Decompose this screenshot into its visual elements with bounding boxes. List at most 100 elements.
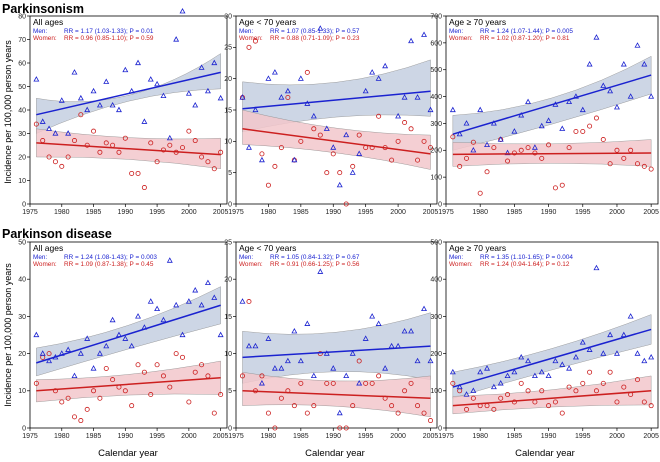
men-data-point (278, 365, 285, 371)
women-data-point (272, 425, 278, 431)
y-axis-label-bottom: Incidence per 100,000 person years (3, 263, 13, 407)
women-data-point (167, 384, 173, 390)
y-tick-label: 700 (430, 13, 442, 20)
women-data-point (199, 154, 205, 160)
women-data-point (205, 159, 211, 165)
men-data-point (449, 106, 456, 113)
women-data-point (337, 425, 343, 431)
men-data-point (477, 106, 484, 113)
men-data-point (109, 316, 116, 323)
x-tick-label: 1990 (541, 433, 557, 440)
men-data-point (463, 391, 470, 397)
legend-women-stats: RR = 0.96 (0.85-1.10); P = 0.59 (64, 35, 154, 42)
women-data-point (330, 380, 336, 386)
y-tick-label: 70 (18, 37, 26, 44)
women-data-point (148, 392, 154, 398)
legend-women-label: Women: (239, 35, 263, 42)
y-tick-label: 0 (228, 201, 232, 208)
women-data-point (52, 159, 58, 165)
x-tick-label: 1990 (325, 433, 341, 440)
x-tick-label: 1980 (261, 433, 277, 440)
women-data-point (192, 369, 198, 375)
men-data-point (343, 131, 350, 138)
women-data-point (154, 362, 160, 368)
women-data-point (265, 410, 271, 416)
y-tick-label: 0 (22, 201, 26, 208)
y-tick-label: 200 (430, 148, 442, 155)
women-data-point (141, 369, 147, 375)
x-axis-label-center: Calendar year (305, 448, 365, 459)
women-data-point (546, 142, 552, 148)
women-confidence-band (452, 375, 652, 415)
men-data-point (525, 98, 532, 105)
women-data-point (52, 388, 58, 394)
y-tick-label: 25 (224, 45, 232, 52)
women-data-point (477, 190, 483, 196)
women-data-point (470, 139, 476, 145)
x-tick-label: 1985 (507, 209, 523, 216)
men-data-point (414, 357, 421, 364)
y-tick-label: 500 (430, 67, 442, 74)
men-data-point (297, 357, 304, 364)
y-tick-label: 0 (438, 425, 442, 432)
men-data-point (356, 150, 363, 156)
x-tick-label: 1990 (118, 209, 134, 216)
men-data-point (192, 101, 199, 108)
men-data-point (204, 87, 211, 94)
women-data-point (505, 392, 511, 398)
men-data-point (504, 372, 511, 379)
men-data-point (310, 372, 317, 379)
women-data-point (621, 384, 627, 390)
men-data-point (648, 93, 655, 99)
men-data-point (463, 120, 470, 126)
x-tick-label: 1985 (86, 433, 102, 440)
men-data-point (122, 66, 129, 73)
men-data-point (239, 94, 246, 100)
men-data-point (211, 59, 218, 66)
x-tick-label: 2005 (643, 209, 659, 216)
x-tick-label: 1975 (438, 433, 454, 440)
women-data-point (532, 150, 538, 156)
men-data-point (211, 294, 218, 300)
legend-women-label: Women: (449, 261, 473, 268)
y-tick-label: 200 (430, 351, 442, 358)
women-data-point (246, 44, 252, 50)
women-data-point (491, 145, 497, 151)
men-data-point (103, 78, 110, 84)
women-data-point (135, 170, 141, 176)
women-data-point (421, 138, 427, 144)
men-data-point (65, 346, 72, 352)
women-data-point (180, 145, 186, 151)
women-data-point (511, 150, 517, 156)
x-tick-label: 1990 (118, 433, 134, 440)
y-tick-label: 20 (224, 277, 232, 284)
men-data-point (204, 279, 211, 286)
women-data-point (450, 380, 456, 386)
men-data-point (497, 136, 504, 142)
x-tick-label: 2000 (181, 209, 197, 216)
panel-title: Age < 70 years (239, 17, 296, 27)
men-data-point (362, 87, 369, 94)
y-tick-label: 100 (430, 388, 442, 395)
women-data-point (239, 373, 245, 379)
y-tick-label: 100 (430, 175, 442, 182)
women-data-point (186, 399, 192, 405)
men-data-point (511, 368, 518, 375)
women-data-point (84, 406, 90, 412)
women-data-point (491, 406, 497, 412)
men-data-point (245, 342, 252, 349)
men-data-point (538, 368, 545, 375)
women-data-point (148, 140, 154, 146)
men-data-point (634, 42, 641, 48)
women-trend-line (242, 390, 431, 399)
men-data-point (96, 101, 103, 108)
men-data-point (173, 301, 180, 308)
men-data-point (401, 327, 408, 334)
women-data-point (428, 418, 434, 424)
men-data-point (185, 90, 192, 96)
men-data-point (122, 335, 129, 341)
women-trend-line (36, 142, 221, 156)
legend-men-label: Men: (449, 28, 463, 35)
panel-title: Age < 70 years (239, 243, 296, 253)
